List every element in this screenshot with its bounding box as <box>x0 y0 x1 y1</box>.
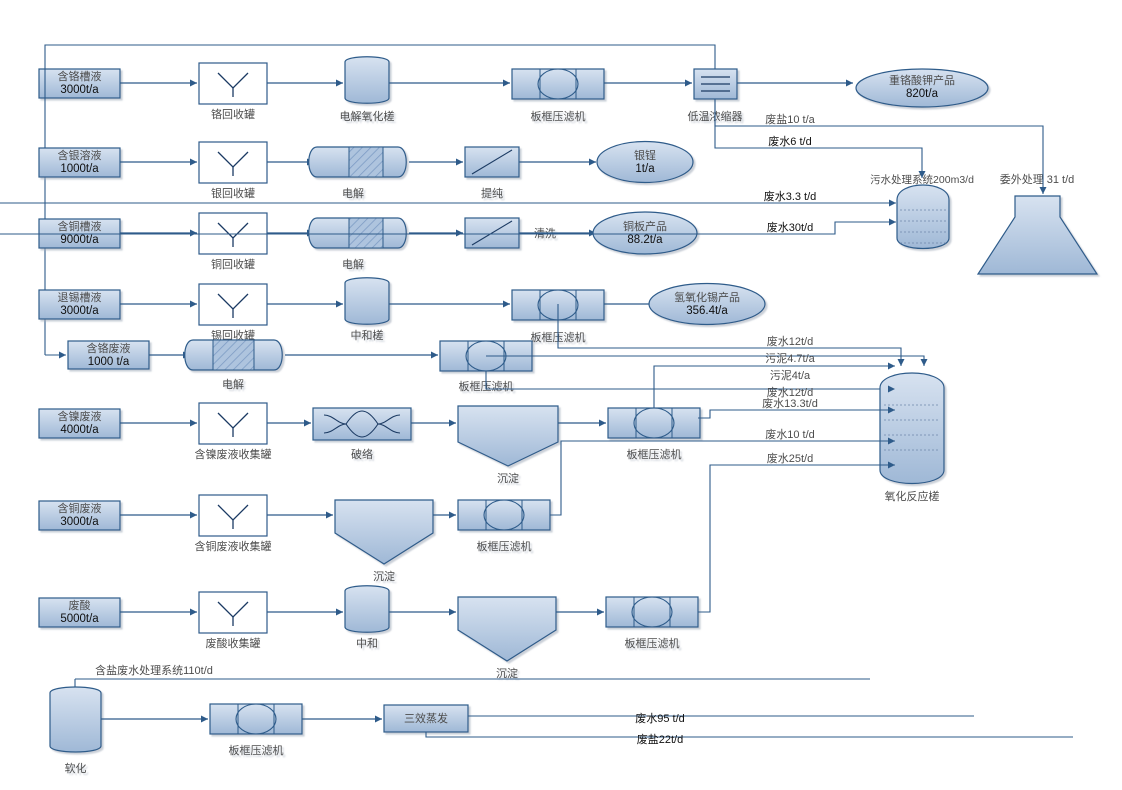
svg-text:1000t/a: 1000t/a <box>60 163 99 175</box>
svg-text:电解: 电解 <box>222 377 244 391</box>
svg-text:废水6 t/d: 废水6 t/d <box>768 134 811 148</box>
svg-text:废水10 t/d: 废水10 t/d <box>765 427 815 441</box>
svg-text:含铜废液: 含铜废液 <box>58 501 102 515</box>
svg-text:银回收罐: 银回收罐 <box>211 186 255 200</box>
svg-text:含镍废液收集罐: 含镍废液收集罐 <box>195 447 272 461</box>
svg-text:氧化反应槎: 氧化反应槎 <box>885 489 940 503</box>
svg-text:3000t/a: 3000t/a <box>60 516 99 528</box>
svg-text:板框压滤机: 板框压滤机 <box>625 636 680 650</box>
svg-text:含铬槽液: 含铬槽液 <box>58 69 102 83</box>
svg-text:退锡槽液: 退锡槽液 <box>58 290 102 304</box>
svg-text:沉淀: 沉淀 <box>373 569 395 583</box>
svg-text:软化: 软化 <box>65 761 87 775</box>
svg-text:氢氧化锡产品: 氢氧化锡产品 <box>674 290 740 304</box>
svg-text:废酸收集罐: 废酸收集罐 <box>206 636 261 650</box>
svg-text:电解: 电解 <box>342 257 364 271</box>
svg-text:银锃: 银锃 <box>634 148 656 162</box>
svg-text:含铜废液收集罐: 含铜废液收集罐 <box>195 539 272 553</box>
svg-text:提纯: 提纯 <box>481 187 503 200</box>
svg-text:三效蒸发: 三效蒸发 <box>404 711 448 725</box>
svg-text:板框压滤机: 板框压滤机 <box>627 447 682 461</box>
svg-text:废水12t/d: 废水12t/d <box>767 334 813 348</box>
svg-text:4000t/a: 4000t/a <box>60 424 99 436</box>
svg-text:板框压滤机: 板框压滤机 <box>531 109 586 123</box>
svg-text:废水25t/d: 废水25t/d <box>767 451 813 465</box>
svg-text:沉淀: 沉淀 <box>496 666 518 680</box>
svg-text:含盐废水处理系统110t/d: 含盐废水处理系统110t/d <box>95 663 213 677</box>
svg-text:铜回收罐: 铜回收罐 <box>211 257 255 271</box>
svg-text:重铬酸钾产品: 重铬酸钾产品 <box>889 73 955 87</box>
svg-text:含银溶液: 含银溶液 <box>58 148 102 162</box>
svg-text:5000t/a: 5000t/a <box>60 613 99 625</box>
svg-text:铜板产品: 铜板产品 <box>623 219 667 233</box>
svg-text:3000t/a: 3000t/a <box>60 84 99 96</box>
svg-text:沉淀: 沉淀 <box>497 471 519 485</box>
svg-text:9000t/a: 9000t/a <box>60 234 99 246</box>
svg-text:电解氧化槎: 电解氧化槎 <box>340 109 395 123</box>
svg-text:污泥4t/a: 污泥4t/a <box>770 369 811 382</box>
svg-text:废水95 t/d: 废水95 t/d <box>635 711 685 725</box>
svg-text:含镍废液: 含镍废液 <box>58 409 102 423</box>
svg-text:中和: 中和 <box>356 637 378 650</box>
svg-text:356.4t/a: 356.4t/a <box>686 305 728 317</box>
svg-text:中和槎: 中和槎 <box>351 328 384 342</box>
svg-text:废水12t/d: 废水12t/d <box>767 385 813 399</box>
svg-text:板框压滤机: 板框压滤机 <box>229 743 284 757</box>
svg-text:废盐22t/d: 废盐22t/d <box>637 732 683 746</box>
svg-text:电解: 电解 <box>342 186 364 200</box>
svg-text:含铜槽液: 含铜槽液 <box>58 219 102 233</box>
svg-text:废酸: 废酸 <box>69 598 91 612</box>
svg-text:污泥4.7t/a: 污泥4.7t/a <box>765 352 815 365</box>
svg-text:820t/a: 820t/a <box>906 88 939 100</box>
svg-text:含铬废液: 含铬废液 <box>87 341 131 355</box>
svg-text:88.2t/a: 88.2t/a <box>627 234 663 246</box>
svg-text:废盐10 t/a: 废盐10 t/a <box>765 112 815 126</box>
svg-text:废水30t/d: 废水30t/d <box>767 220 813 234</box>
svg-text:1t/a: 1t/a <box>635 163 655 175</box>
svg-text:1000 t/a: 1000 t/a <box>88 356 130 368</box>
svg-text:委外处理 31 t/d: 委外处理 31 t/d <box>1000 173 1075 186</box>
svg-text:铬回收罐: 铬回收罐 <box>211 107 255 121</box>
svg-text:废水13.3t/d: 废水13.3t/d <box>762 396 818 410</box>
svg-text:破络: 破络 <box>351 447 373 461</box>
svg-text:3000t/a: 3000t/a <box>60 305 99 317</box>
svg-text:废水3.3 t/d: 废水3.3 t/d <box>764 189 817 203</box>
svg-text:板框压滤机: 板框压滤机 <box>477 539 532 553</box>
